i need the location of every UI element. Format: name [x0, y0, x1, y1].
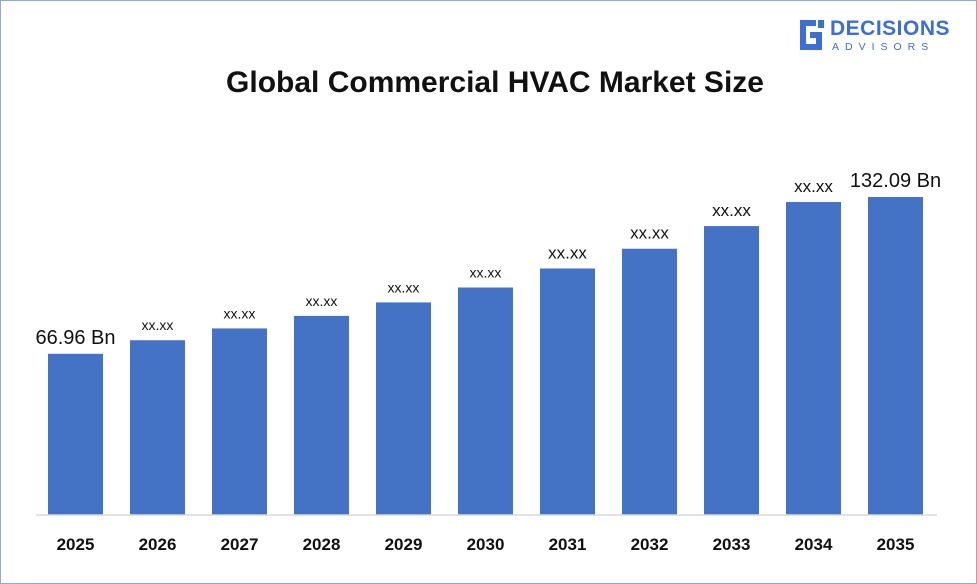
data-label-2028: xx.xx [306, 293, 338, 309]
bars-layer [48, 197, 923, 516]
data-label-2034: xx.xx [794, 177, 833, 196]
brand-logo: DECISIONS ADVISORS [794, 14, 964, 60]
x-tick-label: 2034 [795, 535, 833, 554]
bar-2034 [786, 202, 841, 516]
x-tick-label: 2027 [221, 535, 259, 554]
bar-2033 [704, 226, 759, 515]
x-tick-label: 2029 [385, 535, 423, 554]
x-tick-label: 2030 [467, 535, 505, 554]
data-label-2030: xx.xx [470, 264, 502, 280]
bar-2027 [212, 328, 267, 515]
x-tick-label: 2028 [303, 535, 341, 554]
data-label-2027: xx.xx [224, 305, 256, 321]
x-tick-label: 2035 [877, 535, 915, 554]
x-tick-labels: 2025 2026 2027 2028 2029 2030 2031 2032 2033 2034… [57, 535, 915, 554]
bar-2032 [622, 248, 677, 515]
data-label-2029: xx.xx [388, 279, 420, 295]
logo-subtitle: ADVISORS [832, 41, 935, 53]
x-tick-label: 2031 [549, 535, 587, 554]
bar-2031 [540, 268, 595, 515]
logo-wordmark: DECISIONS [830, 17, 951, 40]
bar-2035 [868, 197, 923, 515]
bar-2028 [294, 315, 349, 515]
bar-2030 [458, 287, 513, 515]
bar-2029 [376, 302, 431, 515]
decisions-advisors-logo-icon [800, 20, 824, 50]
bar-2026 [130, 340, 185, 515]
x-tick-label: 2033 [713, 535, 751, 554]
data-label-2031: xx.xx [548, 243, 587, 262]
data-label-2033: xx.xx [712, 201, 751, 220]
data-label-2032: xx.xx [630, 224, 669, 243]
x-tick-label: 2032 [631, 535, 669, 554]
chart-title: Global Commercial HVAC Market Size [226, 66, 764, 99]
x-tick-label: 2025 [57, 535, 95, 554]
data-label-2035: 132.09 Bn [850, 170, 941, 192]
data-labels: 66.96 Bn xx.xx xx.xx xx.xx xx.xx xx.xx xx.xx xx… [35, 170, 941, 349]
x-tick-label: 2026 [139, 535, 177, 554]
bar-2025 [48, 353, 103, 515]
data-label-2026: xx.xx [142, 317, 174, 333]
data-label-2025: 66.96 Bn [35, 327, 115, 349]
